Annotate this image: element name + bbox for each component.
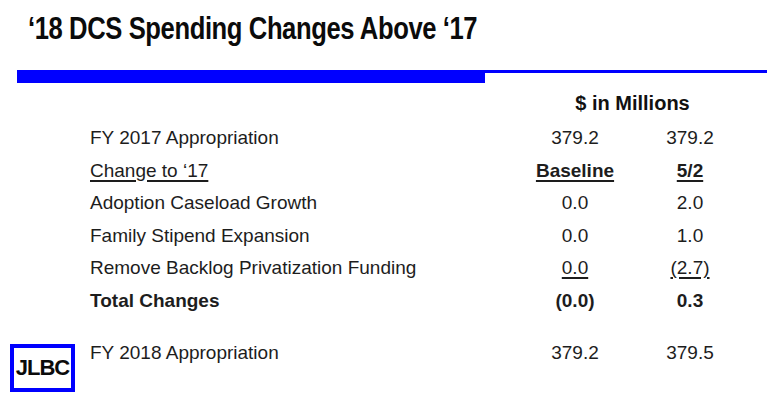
may2-column-header: 5/2: [640, 155, 740, 188]
may2-column-value: 379.2: [640, 122, 740, 155]
row-gap: [90, 317, 750, 337]
row-label: Family Stipend Expansion: [90, 220, 310, 253]
baseline-column-value: 0.0: [525, 252, 625, 285]
may2-column-value: 0.3: [640, 285, 740, 318]
may2-column-value: 1.0: [640, 220, 740, 253]
row-label: Total Changes: [90, 285, 220, 318]
baseline-column-value: 0.0: [525, 187, 625, 220]
page-title: ‘18 DCS Spending Changes Above ‘17: [28, 8, 477, 48]
table-row-fy2017-appropriation: FY 2017 Appropriation 379.2 379.2: [90, 122, 750, 155]
row-label: FY 2018 Appropriation: [90, 337, 279, 370]
table-row-change-to-17: Change to ‘17 Baseline 5/2: [90, 155, 750, 188]
may2-column-value: 2.0: [640, 187, 740, 220]
table-row-adoption-caseload-growth: Adoption Caseload Growth 0.0 2.0: [90, 187, 750, 220]
table-units-header: $ in Millions: [525, 92, 740, 115]
row-label: Change to ‘17: [90, 155, 208, 188]
baseline-column-value: 379.2: [525, 337, 625, 370]
accent-bar: [17, 70, 485, 84]
spending-table: FY 2017 Appropriation 379.2 379.2 Change…: [90, 122, 750, 369]
baseline-column-header: Baseline: [525, 155, 625, 188]
row-label: FY 2017 Appropriation: [90, 122, 279, 155]
slide: ‘18 DCS Spending Changes Above ‘17 $ in …: [0, 0, 770, 400]
row-label: Remove Backlog Privatization Funding: [90, 252, 416, 285]
may2-column-value: (2.7): [640, 252, 740, 285]
jlbc-logo: JLBC: [10, 344, 75, 392]
baseline-column-value: (0.0): [525, 285, 625, 318]
jlbc-logo-text: JLBC: [16, 355, 69, 381]
baseline-column-value: 0.0: [525, 220, 625, 253]
row-label: Adoption Caseload Growth: [90, 187, 317, 220]
table-row-fy2018-appropriation: FY 2018 Appropriation 379.2 379.5: [90, 337, 750, 370]
table-row-family-stipend-expansion: Family Stipend Expansion 0.0 1.0: [90, 220, 750, 253]
baseline-column-value: 379.2: [525, 122, 625, 155]
may2-column-value: 379.5: [640, 337, 740, 370]
table-row-total-changes: Total Changes (0.0) 0.3: [90, 285, 750, 318]
table-row-remove-backlog-privatization: Remove Backlog Privatization Funding 0.0…: [90, 252, 750, 285]
